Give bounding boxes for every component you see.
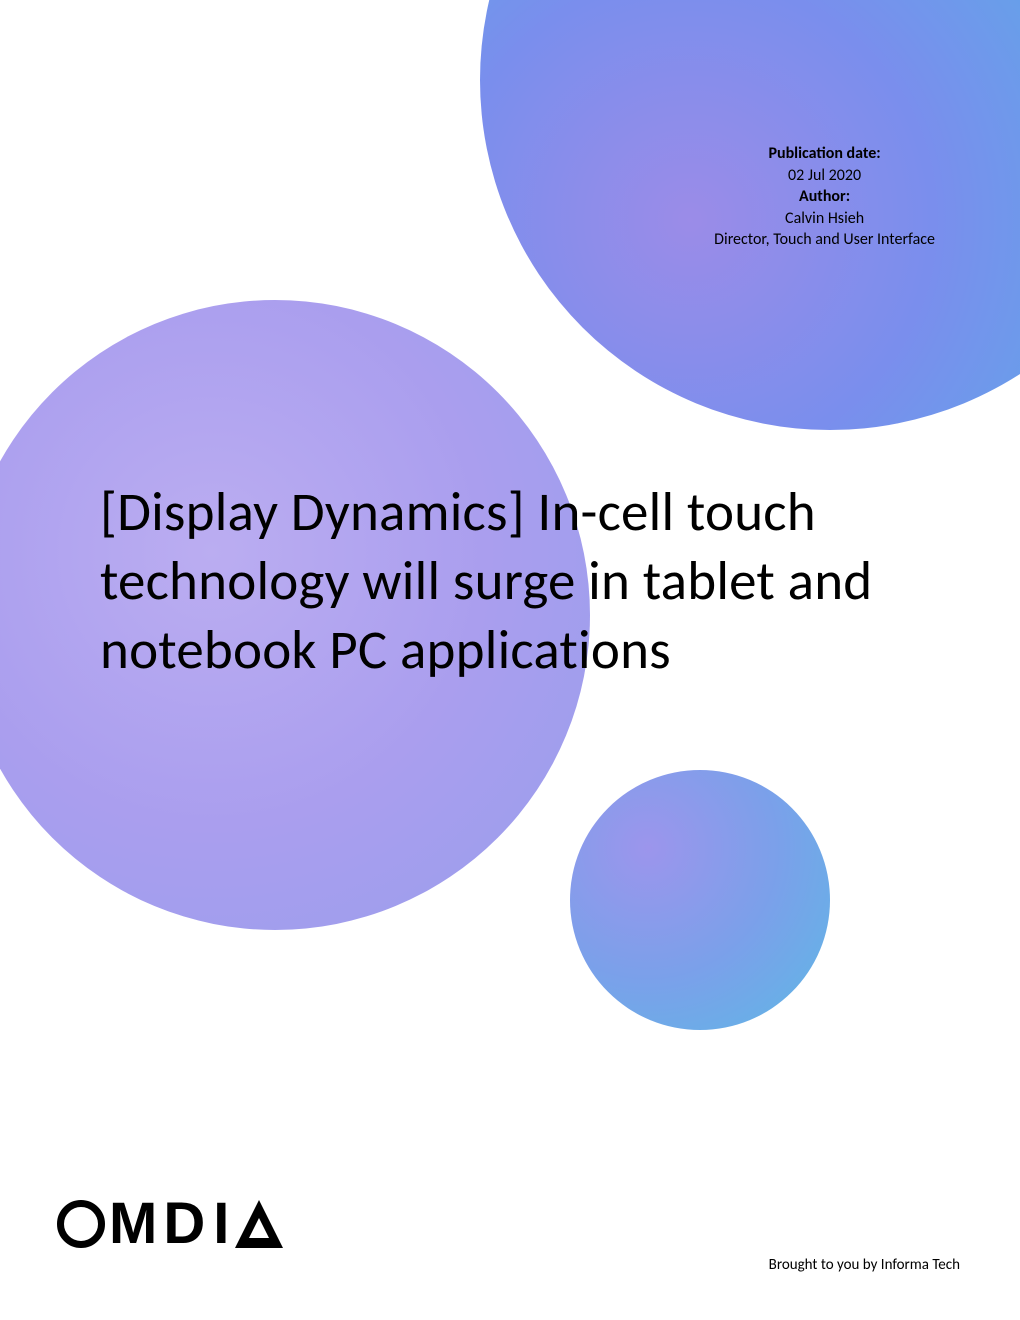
author-name: Calvin Hsieh xyxy=(714,208,935,230)
author-title: Director, Touch and User Interface xyxy=(714,229,935,251)
logo-m-letter: M xyxy=(109,1190,159,1257)
author-label: Author: xyxy=(714,186,935,208)
logo-a-icon xyxy=(235,1200,283,1248)
publication-date-value: 02 Jul 2020 xyxy=(714,165,935,187)
logo-o-icon xyxy=(57,1200,105,1248)
footer-text: Brought to you by Informa Tech xyxy=(769,1256,960,1274)
logo-d-letter: D xyxy=(163,1190,207,1257)
page-title: [Display Dynamics] In-cell touch technol… xyxy=(100,478,920,684)
meta-block: Publication date: 02 Jul 2020 Author: Ca… xyxy=(714,143,935,251)
cover-page: Publication date: 02 Jul 2020 Author: Ca… xyxy=(0,0,1020,1320)
logo-i-letter: I xyxy=(213,1190,231,1257)
publication-date-label: Publication date: xyxy=(714,143,935,165)
omdia-logo: M D I xyxy=(57,1190,283,1257)
decorative-circle-small xyxy=(570,770,830,1030)
